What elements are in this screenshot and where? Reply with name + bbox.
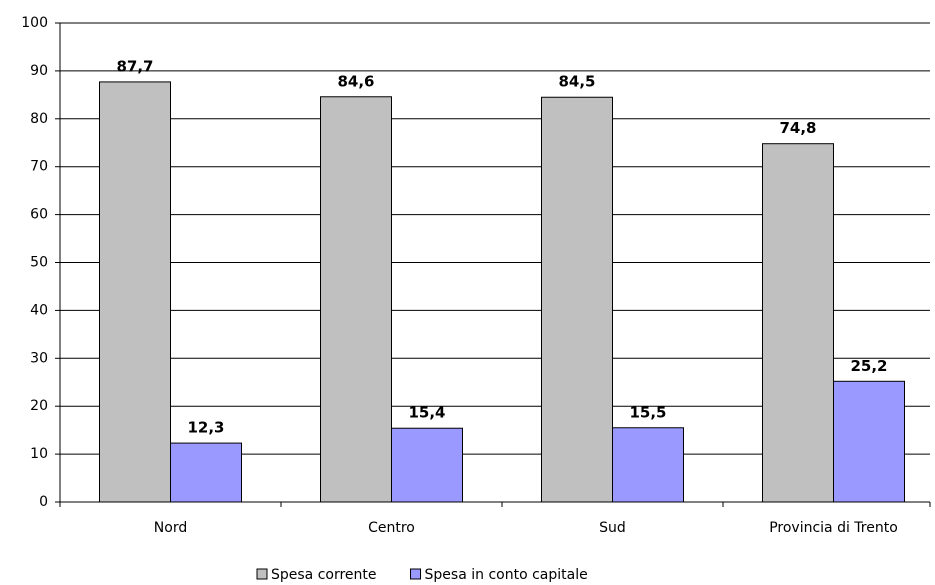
x-tick-label: Nord: [154, 520, 187, 536]
value-label: 12,3: [187, 419, 224, 437]
x-tick-label: Provincia di Trento: [769, 520, 898, 536]
y-tick-label: 0: [39, 494, 48, 510]
y-tick-label: 60: [30, 207, 48, 223]
y-tick-label: 20: [30, 398, 48, 414]
bar: [833, 380, 905, 503]
legend-swatch: [256, 568, 268, 580]
bar: [391, 427, 463, 503]
bar: [170, 442, 242, 503]
y-tick-label: 50: [30, 255, 48, 271]
legend-label: Spesa in conto capitale: [425, 567, 588, 583]
y-tick-label: 30: [30, 350, 48, 366]
value-label: 87,7: [116, 57, 153, 75]
value-label: 25,2: [850, 357, 887, 375]
value-label: 74,8: [779, 119, 816, 137]
value-label: 15,5: [629, 403, 666, 421]
bar: [762, 143, 834, 503]
legend-swatch: [410, 568, 422, 580]
bar: [612, 427, 684, 503]
legend-label: Spesa corrente: [271, 567, 377, 583]
value-label: 84,5: [558, 73, 595, 91]
bar: [320, 96, 392, 503]
value-label: 15,4: [408, 404, 445, 422]
x-tick-label: Sud: [599, 520, 626, 536]
y-tick-label: 10: [30, 446, 48, 462]
bar: [99, 81, 171, 503]
y-tick-label: 90: [30, 63, 48, 79]
x-tick-label: Centro: [368, 520, 415, 536]
y-tick-label: 70: [30, 159, 48, 175]
y-tick-label: 40: [30, 302, 48, 318]
y-tick-label: 80: [30, 111, 48, 127]
bar: [541, 96, 613, 503]
y-tick-label: 100: [21, 15, 48, 31]
value-label: 84,6: [337, 72, 374, 90]
